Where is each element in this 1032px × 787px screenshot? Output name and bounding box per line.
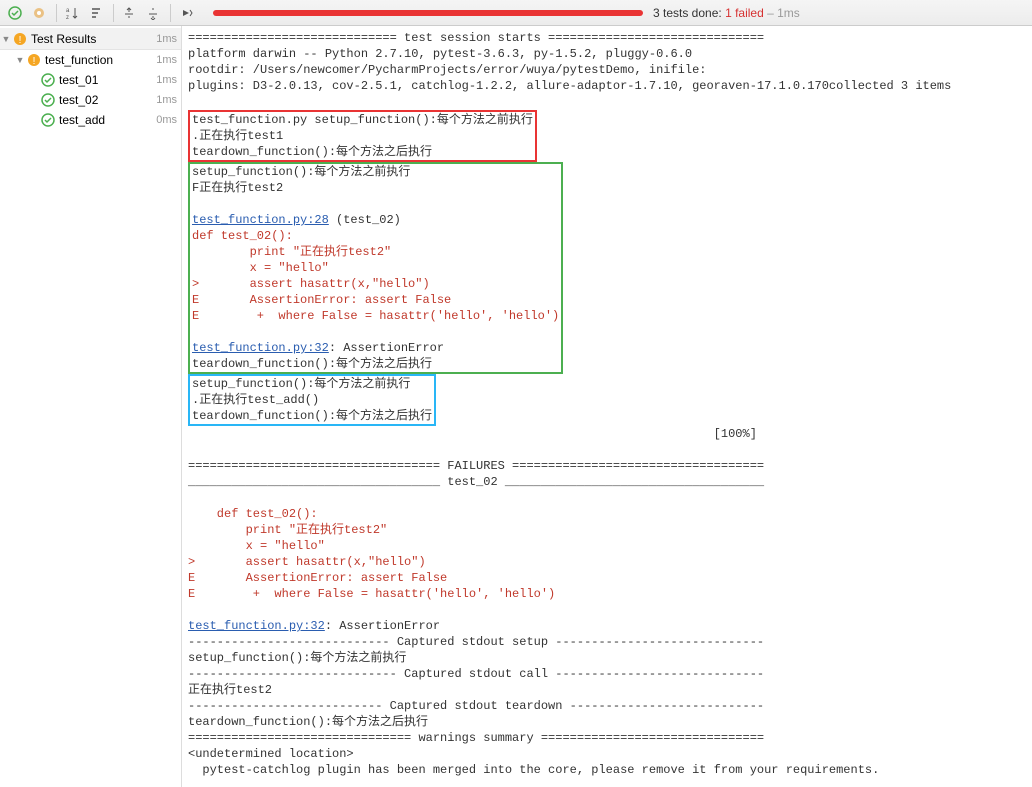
line: E + where False = hasattr('hello', 'hell… — [188, 587, 555, 601]
console-output[interactable]: ============================= test sessi… — [182, 26, 1032, 787]
line: ___________________________________ test… — [188, 475, 764, 489]
line: def test_02(): — [192, 229, 293, 243]
line: E + where False = hasattr('hello', 'hell… — [192, 309, 559, 323]
test-time: 1ms — [156, 74, 177, 86]
test-label: test_02 — [59, 93, 156, 107]
line: ---------------------------- Captured st… — [188, 635, 764, 649]
status-text: 3 tests done: 1 failed – 1ms — [653, 6, 800, 20]
rerun-icon[interactable] — [175, 2, 197, 24]
sort-duration-icon[interactable] — [85, 2, 107, 24]
line: teardown_function():每个方法之后执行 — [192, 145, 432, 159]
line: teardown_function():每个方法之后执行 — [188, 715, 428, 729]
line: setup_function():每个方法之前执行 — [192, 165, 410, 179]
line: test_function.py setup_function():每个方法之前… — [192, 113, 533, 127]
svg-text:!: ! — [19, 35, 22, 46]
separator — [56, 4, 57, 22]
toolbar: az 3 tests done: 1 failed – 1ms — [0, 0, 1032, 26]
pass-icon — [40, 92, 56, 108]
line: 正在执行test2 — [188, 683, 272, 697]
tree-header-label: Test Results — [31, 32, 156, 46]
line: setup_function():每个方法之前执行 — [188, 651, 406, 665]
line: > assert hasattr(x,"hello") — [188, 555, 426, 569]
elapsed-time: – 1ms — [767, 6, 800, 20]
line: print "正在执行test2" — [188, 523, 387, 537]
line: E AssertionError: assert False — [192, 293, 451, 307]
separator — [170, 4, 171, 22]
line: (test_02) — [329, 213, 401, 227]
file-link[interactable]: test_function.py:32 — [188, 619, 325, 633]
red-box: test_function.py setup_function():每个方法之前… — [188, 110, 537, 162]
tree-suite-time: 1ms — [156, 54, 177, 66]
line: [100%] — [188, 427, 757, 441]
tree-suite[interactable]: ▼ ! test_function 1ms — [0, 50, 181, 70]
line: --------------------------- Captured std… — [188, 699, 764, 713]
expand-all-icon[interactable] — [118, 2, 140, 24]
tests-done-label: 3 tests done: — [653, 6, 722, 20]
line: ----------------------------- Captured s… — [188, 667, 764, 681]
line: x = "hello" — [188, 539, 325, 553]
line: .正在执行test1 — [192, 129, 283, 143]
line: pytest-catchlog plugin has been merged i… — [188, 763, 879, 777]
line: .正在执行test_add() — [192, 393, 319, 407]
line: platform darwin -- Python 2.7.10, pytest… — [188, 47, 692, 61]
line: setup_function():每个方法之前执行 — [192, 377, 410, 391]
line: <undetermined location> — [188, 747, 354, 761]
pass-icon — [40, 112, 56, 128]
test-tree: ▼ ! Test Results 1ms ▼ ! test_function 1… — [0, 26, 182, 787]
separator — [113, 4, 114, 22]
test-label: test_01 — [59, 73, 156, 87]
warning-icon: ! — [26, 52, 42, 68]
line: teardown_function():每个方法之后执行 — [192, 357, 432, 371]
line: =============================== warnings… — [188, 731, 764, 745]
test-time: 0ms — [156, 114, 177, 126]
line: ============================= test sessi… — [188, 31, 764, 45]
line: plugins: D3-2.0.13, cov-2.5.1, catchlog-… — [188, 79, 951, 93]
line: > assert hasattr(x,"hello") — [192, 277, 430, 291]
svg-text:z: z — [66, 15, 69, 20]
tree-test-01[interactable]: test_01 1ms — [0, 70, 181, 90]
line: =================================== FAIL… — [188, 459, 764, 473]
cyan-box: setup_function():每个方法之前执行 .正在执行test_add(… — [188, 374, 436, 426]
green-box: setup_function():每个方法之前执行 F正在执行test2 tes… — [188, 162, 563, 374]
sort-icon[interactable]: az — [61, 2, 83, 24]
file-link[interactable]: test_function.py:28 — [192, 213, 329, 227]
line: F正在执行test2 — [192, 181, 283, 195]
tree-suite-label: test_function — [45, 53, 156, 67]
tree-test-02[interactable]: test_02 1ms — [0, 90, 181, 110]
line: teardown_function():每个方法之后执行 — [192, 409, 432, 423]
file-link[interactable]: test_function.py:32 — [192, 341, 329, 355]
svg-text:!: ! — [33, 56, 36, 67]
line: print "正在执行test2" — [192, 245, 391, 259]
tree-header[interactable]: ▼ ! Test Results 1ms — [0, 28, 181, 50]
test-label: test_add — [59, 113, 156, 127]
test-time: 1ms — [156, 94, 177, 106]
main-area: ▼ ! Test Results 1ms ▼ ! test_function 1… — [0, 26, 1032, 787]
collapse-all-icon[interactable] — [142, 2, 164, 24]
line: : AssertionError — [325, 619, 440, 633]
warning-icon: ! — [12, 31, 28, 47]
line: E AssertionError: assert False — [188, 571, 447, 585]
tree-test-add[interactable]: test_add 0ms — [0, 110, 181, 130]
line: def test_02(): — [188, 507, 318, 521]
tree-header-time: 1ms — [156, 33, 177, 45]
line: rootdir: /Users/newcomer/PycharmProjects… — [188, 63, 706, 77]
show-passed-icon[interactable] — [4, 2, 26, 24]
line: x = "hello" — [192, 261, 329, 275]
progress-bar — [213, 10, 643, 16]
show-ignored-icon[interactable] — [28, 2, 50, 24]
svg-text:a: a — [66, 8, 70, 14]
failed-count: 1 failed — [725, 6, 764, 20]
pass-icon — [40, 72, 56, 88]
line: : AssertionError — [329, 341, 444, 355]
